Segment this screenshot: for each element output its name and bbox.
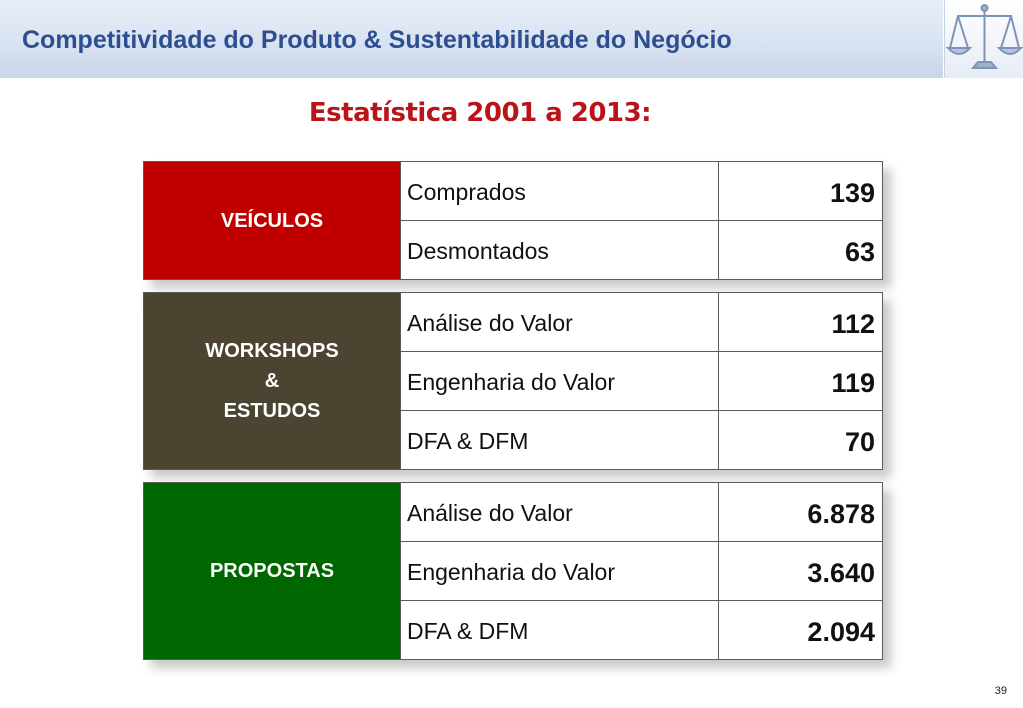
group-veiculos: VEÍCULOS Comprados 139 Desmontados 63 [143, 161, 883, 280]
section-subtitle: Estatística 2001 a 2013: [308, 98, 652, 128]
group-label: VEÍCULOS [144, 162, 400, 279]
row-item-label: Desmontados [400, 221, 718, 279]
row-item-label: DFA & DFM [400, 601, 718, 659]
row-value: 119 [718, 352, 882, 410]
row-value: 112 [718, 293, 882, 351]
page-title: Competitividade do Produto & Sustentabil… [22, 26, 732, 54]
group-rows: Comprados 139 Desmontados 63 [400, 162, 882, 279]
row-value: 70 [718, 411, 882, 469]
row-item-label: Análise do Valor [400, 293, 718, 351]
row-item-label: Comprados [400, 162, 718, 220]
group-label-line: VEÍCULOS [220, 209, 324, 232]
row-item-label: Análise do Valor [400, 483, 718, 541]
row-value: 3.640 [718, 542, 882, 600]
page-number: 39 [994, 685, 1007, 697]
group-workshops-estudos: WORKSHOPS & ESTUDOS Análise do Valor 112… [143, 292, 883, 470]
row-value: 6.878 [718, 483, 882, 541]
group-rows: Análise do Valor 6.878 Engenharia do Val… [400, 483, 882, 659]
table-row: Análise do Valor 112 [400, 293, 882, 351]
header-banner: Competitividade do Produto & Sustentabil… [0, 0, 943, 78]
group-label-line: PROPOSTAS [209, 560, 335, 582]
row-item-label: Engenharia do Valor [400, 542, 718, 600]
table-row: DFA & DFM 2.094 [400, 600, 882, 659]
group-label-line: ESTUDOS [223, 400, 321, 422]
row-item-label: Engenharia do Valor [400, 352, 718, 410]
group-label-line: WORKSHOPS [205, 340, 339, 362]
group-label: PROPOSTAS [144, 483, 400, 659]
table-row: Engenharia do Valor 119 [400, 351, 882, 410]
row-value: 2.094 [718, 601, 882, 659]
table-row: Comprados 139 [400, 162, 882, 220]
table-row: Desmontados 63 [400, 220, 882, 279]
table-row: Análise do Valor 6.878 [400, 483, 882, 541]
row-value: 63 [718, 221, 882, 279]
group-propostas: PROPOSTAS Análise do Valor 6.878 Engenha… [143, 482, 883, 660]
group-label: WORKSHOPS & ESTUDOS [144, 293, 400, 469]
table-row: Engenharia do Valor 3.640 [400, 541, 882, 600]
scales-of-justice-icon [944, 0, 1023, 78]
row-value: 139 [718, 162, 882, 220]
row-item-label: DFA & DFM [400, 411, 718, 469]
table-row: DFA & DFM 70 [400, 410, 882, 469]
group-label-line: & [264, 370, 280, 392]
group-rows: Análise do Valor 112 Engenharia do Valor… [400, 293, 882, 469]
